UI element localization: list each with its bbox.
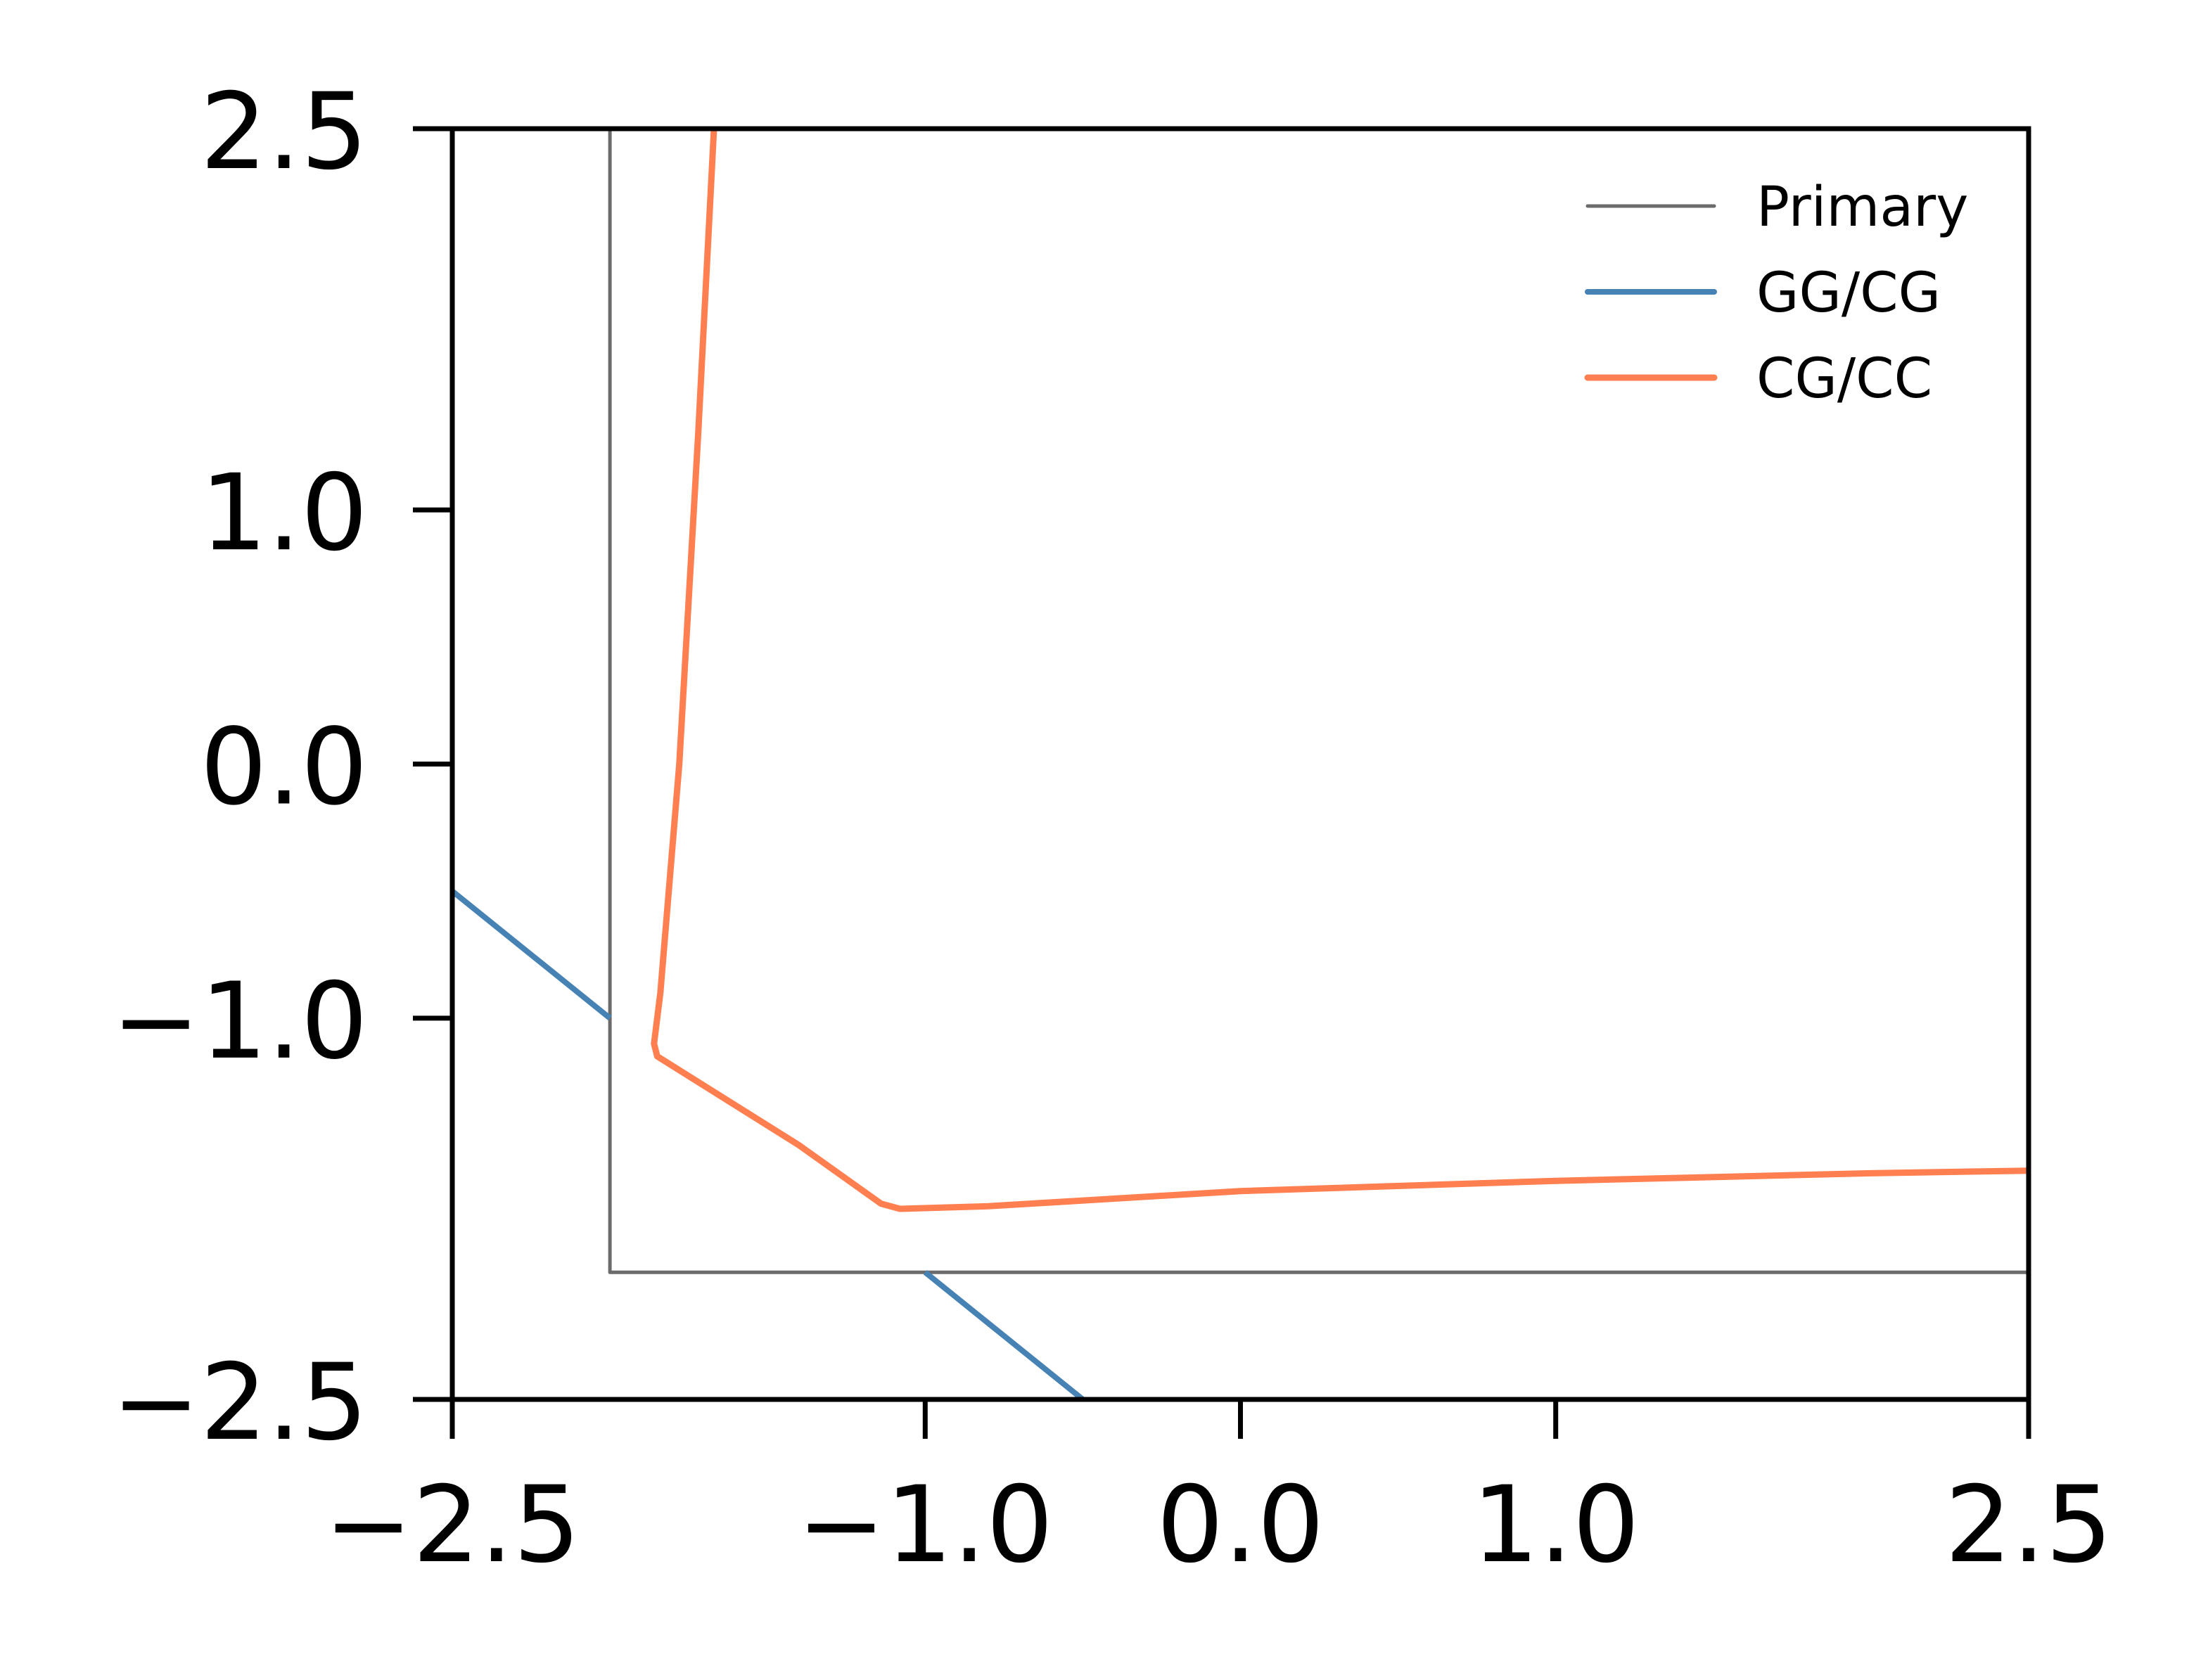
y-tick-label: −1.0	[112, 961, 368, 1083]
legend: Primary GG/CG CG/CC	[1584, 176, 1968, 411]
y-tick-label: 1.0	[200, 452, 368, 575]
x-tick-label: −2.5	[324, 1464, 580, 1586]
legend-label-gg-cg: GG/CG	[1756, 262, 1941, 325]
x-tick-label: 0.0	[1156, 1464, 1325, 1586]
series-line-cg-cc	[651, 129, 2029, 1212]
x-tick-label: −1.0	[797, 1464, 1053, 1586]
series-line-gg-cg-2	[923, 1270, 1085, 1399]
series-line-gg-cg-1	[452, 889, 612, 1021]
series-line-primary	[608, 129, 2029, 1274]
x-tick-label: 2.5	[1945, 1464, 2113, 1586]
legend-label-primary: Primary	[1756, 176, 1968, 239]
legend-label-cg-cc: CG/CC	[1756, 347, 1932, 411]
y-tick-label: 0.0	[200, 707, 368, 829]
y-tick-label: −2.5	[112, 1342, 368, 1464]
y-tick-label: 2.5	[200, 71, 368, 193]
x-tick-label: 1.0	[1472, 1464, 1640, 1586]
